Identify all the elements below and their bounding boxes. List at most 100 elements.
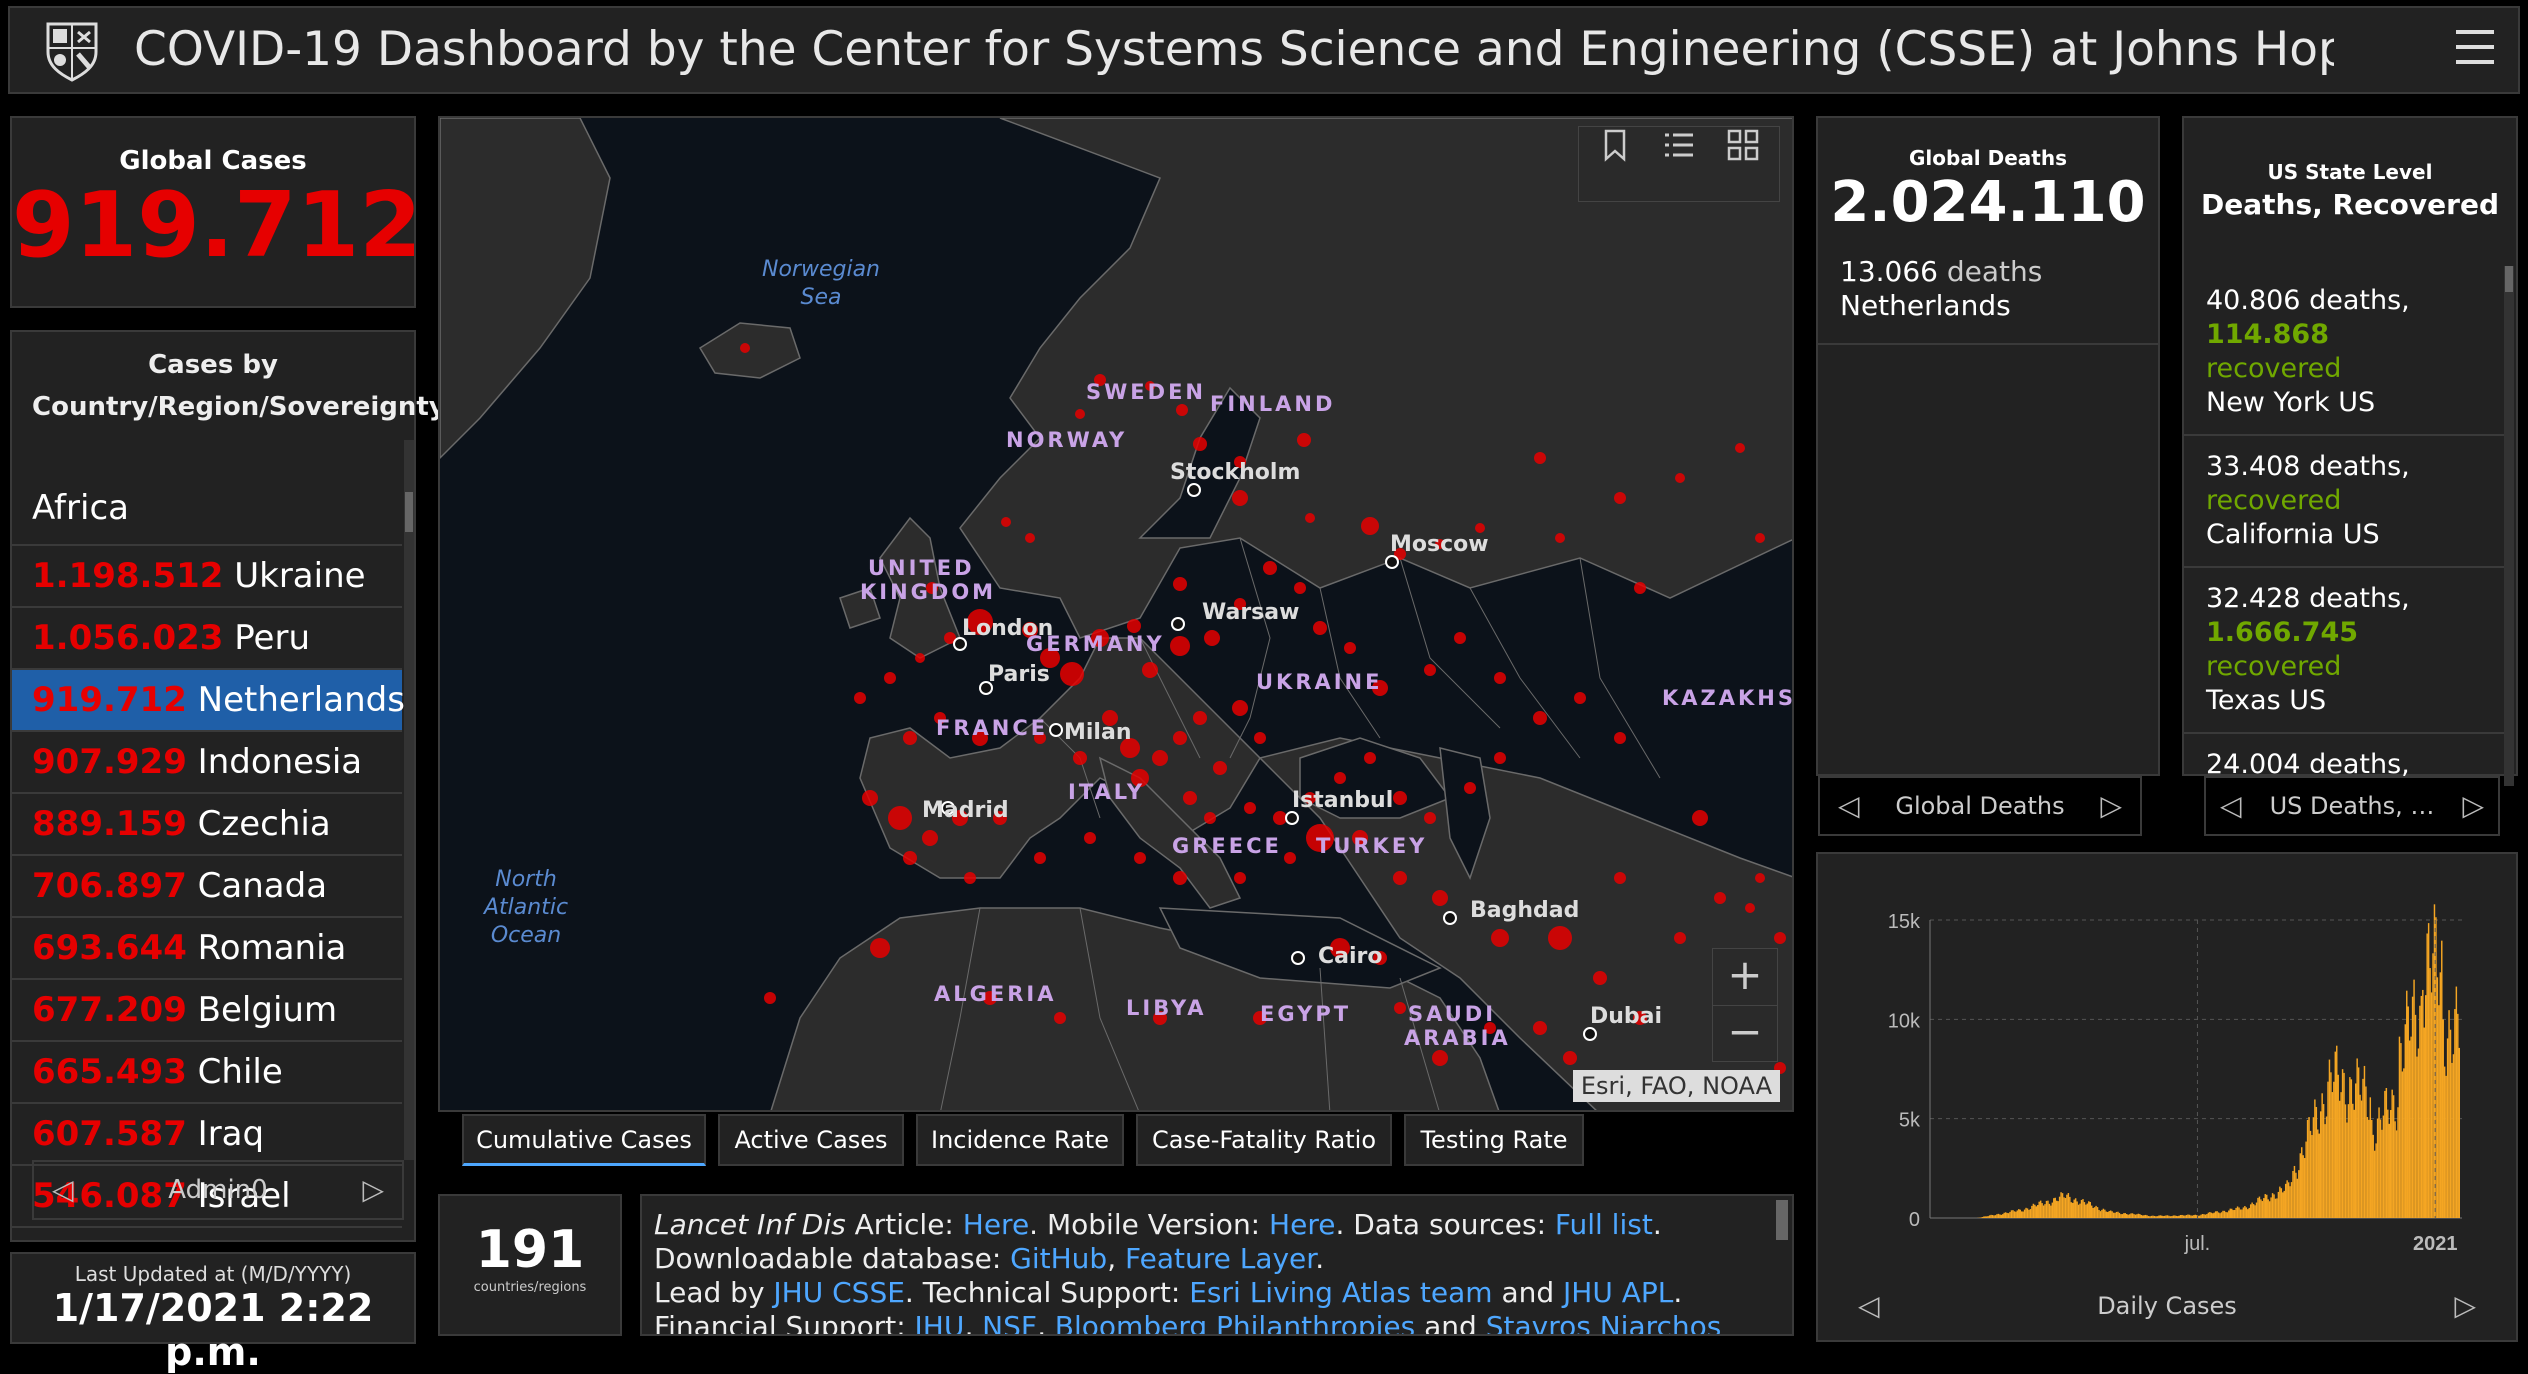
case-marker[interactable]	[1755, 873, 1765, 883]
case-marker[interactable]	[1152, 750, 1168, 766]
case-marker[interactable]	[1060, 662, 1084, 686]
case-marker[interactable]	[915, 653, 925, 663]
case-marker[interactable]	[1142, 662, 1158, 678]
case-marker[interactable]	[1170, 636, 1190, 656]
case-marker[interactable]	[1173, 577, 1187, 591]
nsf-link[interactable]: NSF	[982, 1310, 1037, 1336]
case-marker[interactable]	[1273, 811, 1287, 825]
mobile-link[interactable]: Here	[1269, 1208, 1335, 1241]
chevron-left-icon[interactable]: ◁	[52, 1162, 74, 1218]
case-marker[interactable]	[1173, 731, 1187, 745]
zoom-in-button[interactable]: +	[1713, 949, 1777, 1006]
case-marker[interactable]	[1432, 1050, 1448, 1066]
case-marker[interactable]	[1593, 971, 1607, 985]
case-marker[interactable]	[854, 692, 866, 704]
case-marker[interactable]	[1548, 926, 1572, 950]
case-marker[interactable]	[1735, 443, 1745, 453]
case-marker[interactable]	[1232, 490, 1248, 506]
case-marker[interactable]	[1232, 700, 1248, 716]
case-marker[interactable]	[1494, 752, 1506, 764]
list-item[interactable]: 677.209 Belgium	[12, 980, 402, 1042]
case-marker[interactable]	[870, 938, 890, 958]
case-marker[interactable]	[1183, 791, 1197, 805]
us-list-scrollbar[interactable]	[2504, 266, 2514, 786]
full-list-link[interactable]: Full list	[1555, 1208, 1653, 1241]
tab-case-fatality-ratio[interactable]: Case-Fatality Ratio	[1136, 1114, 1392, 1166]
case-marker[interactable]	[1001, 517, 1011, 527]
list-item[interactable]: 24.004 deaths,recovered	[2184, 734, 2504, 782]
case-marker[interactable]	[1054, 1012, 1066, 1024]
case-marker[interactable]	[1574, 692, 1586, 704]
zoom-out-button[interactable]: −	[1713, 1006, 1777, 1062]
case-marker[interactable]	[1084, 832, 1096, 844]
case-marker[interactable]	[1424, 812, 1436, 824]
case-marker[interactable]	[1244, 802, 1256, 814]
case-marker[interactable]	[1494, 672, 1506, 684]
case-marker[interactable]	[1234, 872, 1246, 884]
jhu-link[interactable]: JHU	[915, 1310, 965, 1336]
github-link[interactable]: GitHub	[1010, 1242, 1107, 1275]
case-marker[interactable]	[1714, 892, 1726, 904]
tab-incidence-rate[interactable]: Incidence Rate	[916, 1114, 1124, 1166]
case-marker[interactable]	[1305, 513, 1315, 523]
case-marker[interactable]	[1774, 932, 1786, 944]
case-marker[interactable]	[1533, 1021, 1547, 1035]
case-marker[interactable]	[1614, 732, 1626, 744]
case-marker[interactable]	[1634, 582, 1646, 594]
case-marker[interactable]	[1432, 890, 1448, 906]
list-item[interactable]: 693.644 Romania	[12, 918, 402, 980]
case-marker[interactable]	[1284, 852, 1296, 864]
list-item[interactable]: 1.198.512 Ukraine	[12, 546, 402, 608]
case-marker[interactable]	[1073, 751, 1087, 765]
list-item[interactable]: 919.712 Netherlands	[12, 670, 402, 732]
list-item[interactable]: 1.056.023 Peru	[12, 608, 402, 670]
list-item[interactable]: 706.897 Canada	[12, 856, 402, 918]
case-marker[interactable]	[1563, 1051, 1577, 1065]
case-marker[interactable]	[1173, 871, 1187, 885]
case-marker[interactable]	[1297, 433, 1311, 447]
hamburger-menu-icon[interactable]	[2456, 30, 2494, 66]
case-marker[interactable]	[1454, 632, 1466, 644]
case-marker[interactable]	[740, 343, 750, 353]
case-marker[interactable]	[1204, 630, 1220, 646]
stavros-link[interactable]: Stavros Niarchos	[1486, 1310, 1722, 1336]
case-marker[interactable]	[1025, 533, 1035, 543]
case-marker[interactable]	[903, 851, 917, 865]
case-marker[interactable]	[1393, 871, 1407, 885]
case-marker[interactable]	[1075, 409, 1085, 419]
case-marker[interactable]	[1361, 517, 1379, 535]
bookmark-icon[interactable]	[1597, 127, 1633, 163]
feature-layer-link[interactable]: Feature Layer	[1125, 1242, 1315, 1275]
chevron-left-icon[interactable]: ◁	[1838, 778, 1860, 834]
legend-list-icon[interactable]	[1661, 127, 1697, 163]
case-marker[interactable]	[1675, 473, 1685, 483]
chevron-right-icon[interactable]: ▷	[2454, 1276, 2476, 1336]
case-marker[interactable]	[1134, 852, 1146, 864]
tab-testing-rate[interactable]: Testing Rate	[1404, 1114, 1584, 1166]
case-marker[interactable]	[1344, 642, 1356, 654]
chevron-right-icon[interactable]: ▷	[2462, 778, 2484, 834]
case-marker[interactable]	[1534, 452, 1546, 464]
case-marker[interactable]	[1213, 761, 1227, 775]
case-marker[interactable]	[1127, 619, 1141, 633]
case-marker[interactable]	[1752, 1110, 1768, 1112]
case-marker[interactable]	[764, 992, 776, 1004]
tab-cumulative-cases[interactable]: Cumulative Cases	[462, 1114, 706, 1166]
chevron-left-icon[interactable]: ◁	[2220, 778, 2242, 834]
case-marker[interactable]	[1193, 711, 1207, 725]
chevron-left-icon[interactable]: ◁	[1858, 1276, 1880, 1336]
case-marker[interactable]	[1313, 621, 1327, 635]
chevron-right-icon[interactable]: ▷	[362, 1162, 384, 1218]
list-item[interactable]: 907.929 Indonesia	[12, 732, 402, 794]
case-marker[interactable]	[1745, 903, 1755, 913]
tab-active-cases[interactable]: Active Cases	[718, 1114, 904, 1166]
case-marker[interactable]	[1692, 810, 1708, 826]
list-item[interactable]: Africa	[12, 484, 402, 546]
case-marker[interactable]	[1533, 711, 1547, 725]
case-marker[interactable]	[1674, 932, 1686, 944]
case-marker[interactable]	[1614, 492, 1626, 504]
